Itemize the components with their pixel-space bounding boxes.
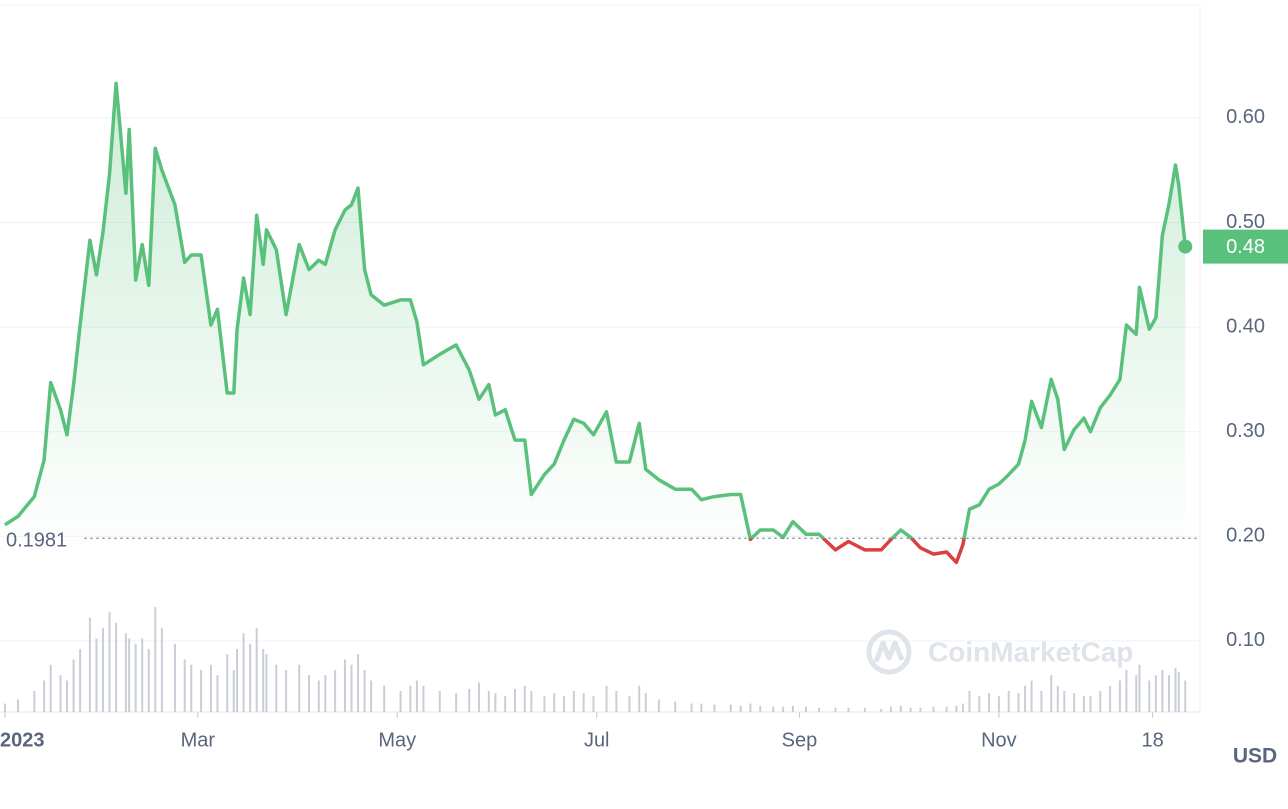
price-area	[4, 83, 1186, 712]
x-tick-label: 18	[1141, 729, 1163, 751]
current-price-dot	[1178, 239, 1193, 254]
y-tick-label: 0.60	[1226, 106, 1265, 128]
y-tick-label: 0.40	[1226, 315, 1265, 337]
current-price-label: 0.48	[1226, 236, 1265, 258]
y-tick-label: 0.20	[1226, 525, 1265, 547]
baseline-label: 0.1981	[6, 530, 67, 552]
watermark: CoinMarketCap	[866, 629, 1133, 675]
watermark-logo	[866, 629, 912, 675]
x-tick-label: Nov	[981, 729, 1017, 751]
watermark-logo-mark	[873, 640, 905, 663]
x-tick-label: May	[378, 729, 416, 751]
x-tick-label: Jul	[584, 729, 610, 751]
currency-label: USD	[1233, 745, 1277, 768]
watermark-text: CoinMarketCap	[928, 636, 1133, 667]
price-line	[3, 81, 1188, 565]
x-tick-label: Sep	[782, 729, 818, 751]
current-price-tag	[1203, 229, 1288, 264]
x-tick-label: Mar	[181, 729, 216, 751]
y-tick-label: 0.50	[1226, 211, 1265, 233]
x-tick-label: 2023	[0, 729, 45, 751]
y-tick-label: 0.30	[1226, 420, 1265, 442]
y-tick-label: 0.10	[1226, 629, 1265, 651]
